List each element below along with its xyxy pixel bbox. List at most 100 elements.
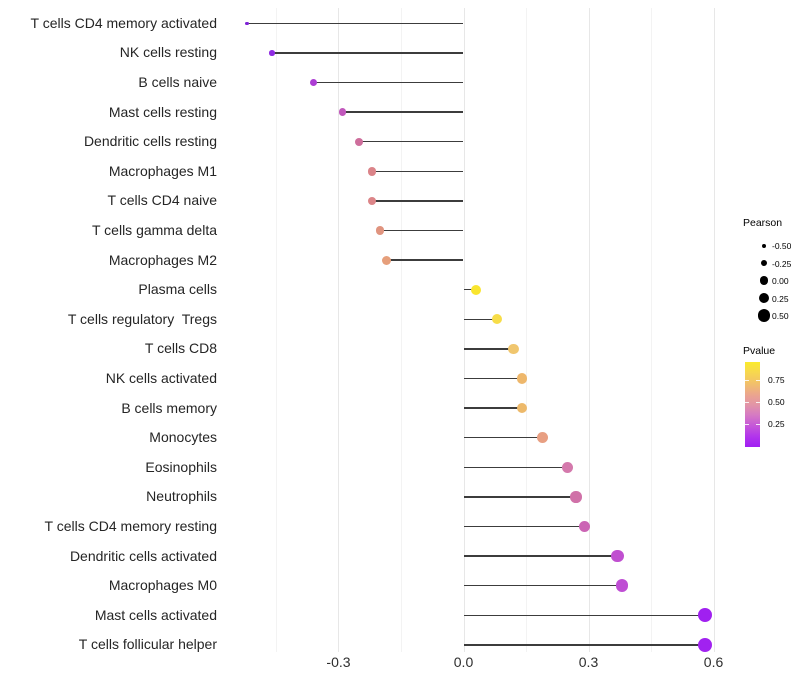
lollipop-dot bbox=[309, 79, 317, 86]
lollipop-stem bbox=[463, 318, 497, 320]
lollipop-stem bbox=[463, 289, 476, 291]
y-axis-label: Monocytes bbox=[149, 429, 217, 446]
y-axis-label: Mast cells resting bbox=[108, 103, 217, 120]
lollipop-stem bbox=[371, 170, 464, 172]
lollipop-stem bbox=[463, 348, 514, 350]
pearson-legend-title: Pearson bbox=[743, 217, 783, 229]
lollipop-dot bbox=[562, 461, 574, 473]
y-axis-label: T cells gamma delta bbox=[91, 222, 217, 238]
colorbar-tick-label: 0.75 bbox=[768, 374, 785, 385]
lollipop-dot bbox=[367, 196, 377, 206]
lollipop-dot bbox=[508, 343, 519, 355]
lollipop-stem bbox=[359, 141, 464, 143]
lollipop-stem bbox=[386, 259, 464, 261]
colorbar-tick bbox=[756, 401, 760, 403]
lollipop-stem bbox=[463, 525, 585, 528]
y-axis-label: Dendritic cells resting bbox=[83, 133, 217, 150]
lollipop-dot bbox=[381, 255, 391, 265]
lollipop-stem bbox=[463, 437, 543, 439]
lollipop-dot bbox=[516, 373, 528, 384]
legend-size-label: 0.50 bbox=[772, 311, 789, 321]
y-axis-label: T cells CD4 naive bbox=[107, 192, 217, 209]
y-axis-label: Dendritic cells activated bbox=[69, 547, 217, 564]
grid-line-major bbox=[463, 8, 465, 652]
lollipop-dot bbox=[355, 137, 364, 146]
colorbar-tick-label: 0.25 bbox=[768, 419, 785, 430]
lollipop-stem bbox=[463, 614, 706, 616]
legend-size-label: 0.25 bbox=[772, 293, 789, 304]
lollipop-stem bbox=[463, 496, 576, 498]
grid-line-major bbox=[713, 8, 715, 652]
y-axis-label: T cells follicular helper bbox=[78, 636, 217, 653]
lollipop-dot bbox=[491, 314, 502, 325]
legend-size-dot bbox=[757, 309, 771, 322]
legend-size-label: -0.50 bbox=[772, 241, 792, 251]
x-axis-tick-label: 0.3 bbox=[578, 654, 599, 670]
x-axis-tick-label: 0.0 bbox=[453, 654, 474, 670]
lollipop-stem bbox=[463, 466, 568, 468]
lollipop-dot bbox=[611, 549, 624, 563]
lollipop-dot bbox=[367, 167, 377, 176]
colorbar-tick-label: 0.50 bbox=[768, 396, 785, 407]
y-axis-label: Macrophages M0 bbox=[108, 577, 217, 594]
lollipop-dot bbox=[375, 226, 385, 235]
lollipop-stem bbox=[463, 377, 522, 380]
lollipop-stem bbox=[463, 585, 622, 587]
x-axis-tick-label: 0.6 bbox=[703, 654, 724, 670]
lollipop-stem bbox=[463, 644, 706, 646]
lollipop-dot bbox=[338, 108, 347, 116]
grid-line-minor bbox=[526, 8, 527, 652]
y-axis-label: Macrophages M2 bbox=[108, 251, 217, 268]
lollipop-stem bbox=[246, 22, 464, 24]
colorbar-tick bbox=[745, 401, 749, 403]
lollipop-dot bbox=[516, 402, 528, 414]
y-axis-label: T cells regulatory Tregs bbox=[67, 310, 217, 327]
lollipop-stem bbox=[313, 81, 464, 84]
y-axis-label: NK cells activated bbox=[105, 370, 217, 386]
pvalue-legend-title: Pvalue bbox=[743, 345, 776, 357]
legend-size-label: -0.25 bbox=[772, 258, 792, 269]
y-axis-label: T cells CD8 bbox=[144, 340, 217, 357]
legend-size-dot bbox=[762, 243, 766, 248]
colorbar-tick bbox=[756, 379, 760, 381]
colorbar-tick bbox=[745, 424, 749, 426]
lollipop-stem bbox=[463, 555, 618, 557]
lollipop-stem bbox=[371, 200, 464, 202]
y-axis-label: Eosinophils bbox=[145, 458, 217, 475]
lollipop-dot bbox=[471, 284, 481, 295]
y-axis-label: Plasma cells bbox=[138, 281, 217, 298]
lollipop-dot bbox=[578, 520, 591, 533]
y-axis-label: Macrophages M1 bbox=[108, 162, 217, 179]
y-axis-label: T cells CD4 memory activated bbox=[30, 14, 217, 31]
legend-size-dot bbox=[759, 276, 769, 285]
lollipop-stem bbox=[271, 52, 464, 54]
grid-line-minor bbox=[275, 8, 277, 652]
grid-line-major bbox=[588, 8, 590, 652]
pvalue-colorbar bbox=[745, 362, 760, 447]
y-axis-label: Neutrophils bbox=[146, 488, 217, 505]
y-axis-label: B cells memory bbox=[121, 399, 217, 416]
lollipop-dot bbox=[615, 579, 629, 592]
y-axis-label: NK cells resting bbox=[119, 44, 217, 61]
lollipop-stem bbox=[380, 229, 464, 232]
lollipop-dot bbox=[698, 637, 713, 652]
lollipop-dot bbox=[269, 50, 275, 56]
lollipop-stem bbox=[342, 111, 464, 113]
lollipop-dot bbox=[537, 432, 549, 444]
grid-line-minor bbox=[651, 8, 652, 652]
y-axis-label: B cells naive bbox=[138, 74, 217, 90]
grid-line-major bbox=[338, 8, 340, 652]
grid-line-minor bbox=[400, 8, 402, 652]
lollipop-dot bbox=[570, 491, 582, 503]
colorbar-tick bbox=[756, 424, 760, 426]
legend-size-label: 0.00 bbox=[772, 276, 789, 286]
legend-size-dot bbox=[758, 292, 770, 304]
y-axis-label: Mast cells activated bbox=[94, 606, 217, 623]
lollipop-stem bbox=[463, 407, 522, 409]
colorbar-tick bbox=[745, 379, 749, 381]
lollipop-dot bbox=[245, 21, 249, 26]
legend-size-dot bbox=[760, 259, 768, 267]
y-axis-label: T cells CD4 memory resting bbox=[44, 518, 217, 534]
lollipop-dot bbox=[698, 608, 713, 623]
